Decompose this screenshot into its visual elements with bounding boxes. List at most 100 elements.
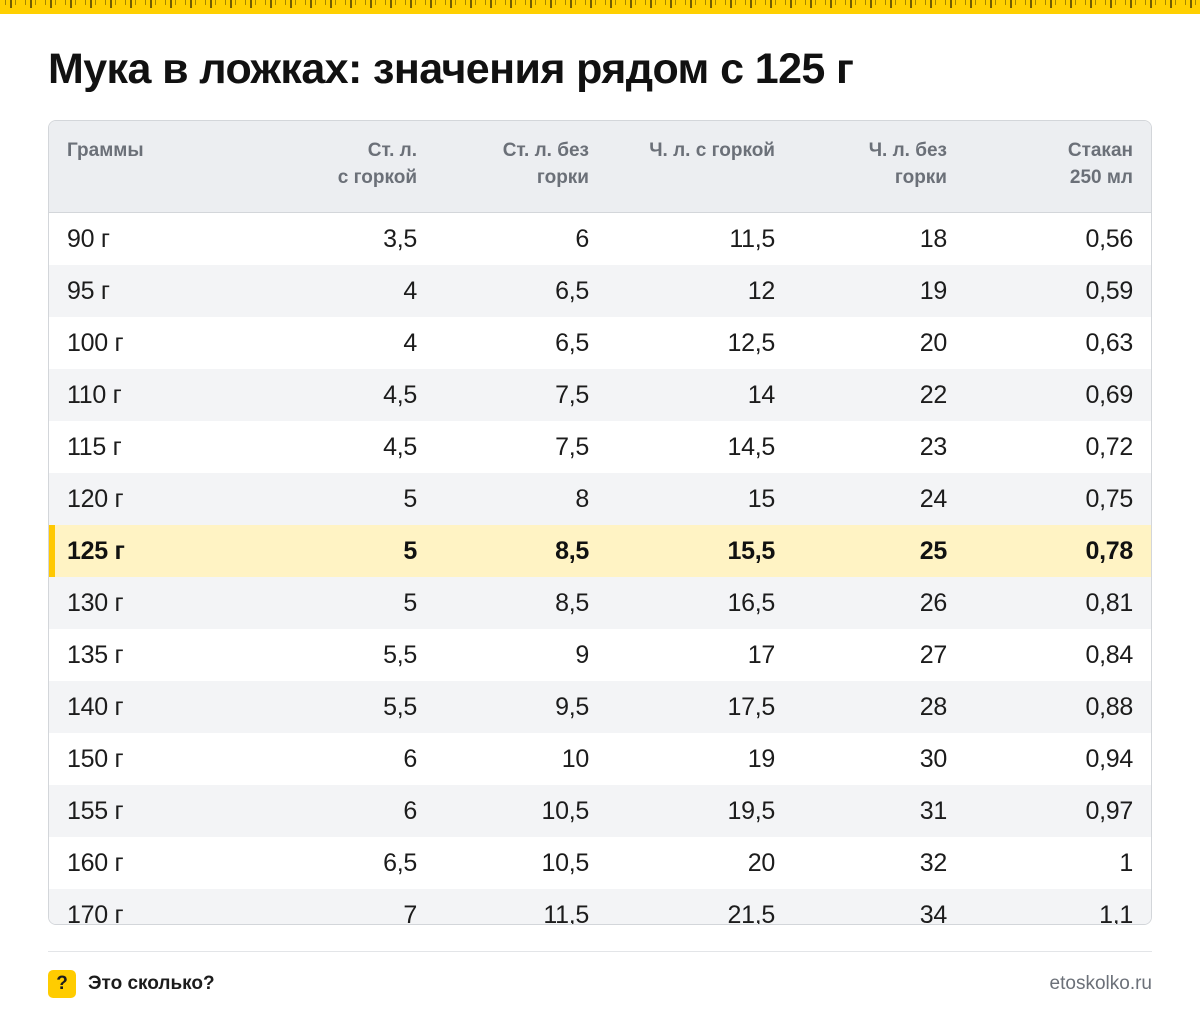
table-row: 135 г 5,5 9 17 27 0,84 <box>49 629 1151 681</box>
cell-tsp-level: 31 <box>775 785 947 837</box>
cell-tsp-heaped: 21,5 <box>589 889 775 924</box>
table-row: 115 г 4,5 7,5 14,5 23 0,72 <box>49 421 1151 473</box>
column-header-tbsp-heaped: Ст. л. с горкой <box>169 121 417 213</box>
table-row: 160 г 6,5 10,5 20 32 1 <box>49 837 1151 889</box>
column-header-tsp-level: Ч. л. без горки <box>775 121 947 213</box>
cell-tbsp-heaped: 6 <box>403 744 417 773</box>
cell-tbsp-heaped: 4 <box>403 328 417 357</box>
cell-tsp-level: 28 <box>775 681 947 733</box>
cell-cup: 0,81 <box>947 577 1151 629</box>
table-row: 150 г 6 10 19 30 0,94 <box>49 733 1151 785</box>
cell-tsp-heaped: 15,5 <box>589 525 775 577</box>
cell-tbsp-level: 8 <box>417 473 589 525</box>
cell-grams: 125 г <box>49 525 169 577</box>
cell-tsp-heaped: 17,5 <box>589 681 775 733</box>
cell-tsp-level: 25 <box>775 525 947 577</box>
cell-tsp-level: 26 <box>775 577 947 629</box>
column-header-grams: Граммы <box>49 121 169 213</box>
cell-tbsp-heaped: 4,5 <box>383 432 417 461</box>
cell-tbsp-heaped: 5 <box>169 577 417 629</box>
cell-grams: 135 г <box>67 640 124 669</box>
conversion-table-card: Граммы Ст. л. с горкой Ст. л. без горки … <box>48 120 1152 925</box>
cell-tsp-level: 24 <box>775 473 947 525</box>
cell-tsp-heaped: 19 <box>747 744 776 773</box>
cell-tbsp-level: 7,5 <box>555 432 589 461</box>
cell-tsp-heaped: 11,5 <box>729 224 775 253</box>
cell-cup: 0,78 <box>947 525 1151 577</box>
conversion-table: Граммы Ст. л. с горкой Ст. л. без горки … <box>49 121 1151 924</box>
cell-grams: 95 г <box>49 265 169 317</box>
cell-tbsp-heaped: 5,5 <box>383 640 417 669</box>
cell-tbsp-level: 9 <box>575 640 589 669</box>
page-title: Мука в ложках: значения рядом с 125 г <box>48 45 854 93</box>
table-row: 90 г 3,5 6 11,5 18 0,56 <box>49 213 1151 266</box>
cell-tbsp-level: 6,5 <box>555 328 589 357</box>
cell-tbsp-level: 9,5 <box>417 681 589 733</box>
cell-tbsp-heaped: 6,5 <box>383 848 417 877</box>
cell-grams: 100 г <box>67 328 124 357</box>
cell-tsp-heaped: 12 <box>589 265 775 317</box>
cell-grams: 115 г <box>67 432 122 461</box>
cell-cup: 0,56 <box>1085 224 1134 253</box>
cell-cup: 0,72 <box>1085 432 1134 461</box>
cell-tsp-level: 22 <box>775 369 947 421</box>
cell-tbsp-heaped: 5 <box>169 525 417 577</box>
cell-cup: 0,88 <box>947 681 1151 733</box>
cell-tsp-heaped: 19,5 <box>589 785 775 837</box>
cell-tsp-heaped: 14 <box>589 369 775 421</box>
cell-grams: 120 г <box>49 473 169 525</box>
cell-cup: 0,59 <box>947 265 1151 317</box>
cell-tbsp-level: 8,5 <box>417 577 589 629</box>
table-row: 170 г 7 11,5 21,5 34 1,1 <box>49 889 1151 924</box>
cell-tsp-level: 23 <box>919 432 948 461</box>
cell-cup: 1,1 <box>947 889 1151 924</box>
cell-grams: 170 г <box>49 889 169 924</box>
cell-tbsp-level: 7,5 <box>417 369 589 421</box>
cell-tbsp-level: 6,5 <box>417 265 589 317</box>
cell-tbsp-level: 10,5 <box>541 848 590 877</box>
question-logo-icon: ? <box>48 970 76 998</box>
cell-cup: 0,94 <box>1085 744 1134 773</box>
cell-tbsp-heaped: 5 <box>169 473 417 525</box>
cell-cup: 0,63 <box>1085 328 1134 357</box>
cell-tbsp-heaped: 4,5 <box>169 369 417 421</box>
cell-cup: 1 <box>1119 848 1133 877</box>
cell-tbsp-level: 11,5 <box>417 889 589 924</box>
cell-tbsp-heaped: 3,5 <box>383 224 417 253</box>
ruler-decoration <box>0 0 1200 14</box>
cell-cup: 0,97 <box>947 785 1151 837</box>
cell-tsp-level: 19 <box>775 265 947 317</box>
cell-grams: 150 г <box>67 744 124 773</box>
cell-tsp-heaped: 16,5 <box>589 577 775 629</box>
cell-tsp-level: 18 <box>919 224 948 253</box>
cell-tsp-level: 34 <box>775 889 947 924</box>
table-row: 140 г 5,5 9,5 17,5 28 0,88 <box>49 681 1151 733</box>
table-row: 155 г 6 10,5 19,5 31 0,97 <box>49 785 1151 837</box>
cell-cup: 0,69 <box>947 369 1151 421</box>
cell-grams: 140 г <box>49 681 169 733</box>
table-row: 110 г 4,5 7,5 14 22 0,69 <box>49 369 1151 421</box>
cell-grams: 90 г <box>67 224 110 253</box>
cell-tsp-heaped: 12,5 <box>727 328 776 357</box>
cell-cup: 0,75 <box>947 473 1151 525</box>
cell-tbsp-level: 10,5 <box>417 785 589 837</box>
table-row: 120 г 5 8 15 24 0,75 <box>49 473 1151 525</box>
cell-tsp-level: 30 <box>919 744 948 773</box>
column-header-tbsp-level: Ст. л. без горки <box>417 121 589 213</box>
cell-cup: 0,84 <box>1085 640 1134 669</box>
table-row: 95 г 4 6,5 12 19 0,59 <box>49 265 1151 317</box>
cell-grams: 130 г <box>49 577 169 629</box>
brand-name: Это сколько? <box>88 973 215 994</box>
cell-tbsp-heaped: 4 <box>169 265 417 317</box>
table-row: 130 г 5 8,5 16,5 26 0,81 <box>49 577 1151 629</box>
table-row: 100 г 4 6,5 12,5 20 0,63 <box>49 317 1151 369</box>
cell-tsp-heaped: 20 <box>747 848 776 877</box>
cell-tbsp-heaped: 5,5 <box>169 681 417 733</box>
cell-tsp-heaped: 14,5 <box>727 432 776 461</box>
cell-tsp-level: 20 <box>919 328 948 357</box>
cell-tbsp-level: 8,5 <box>417 525 589 577</box>
cell-tsp-heaped: 17 <box>747 640 776 669</box>
table-header-row: Граммы Ст. л. с горкой Ст. л. без горки … <box>49 121 1151 213</box>
cell-grams: 110 г <box>49 369 169 421</box>
